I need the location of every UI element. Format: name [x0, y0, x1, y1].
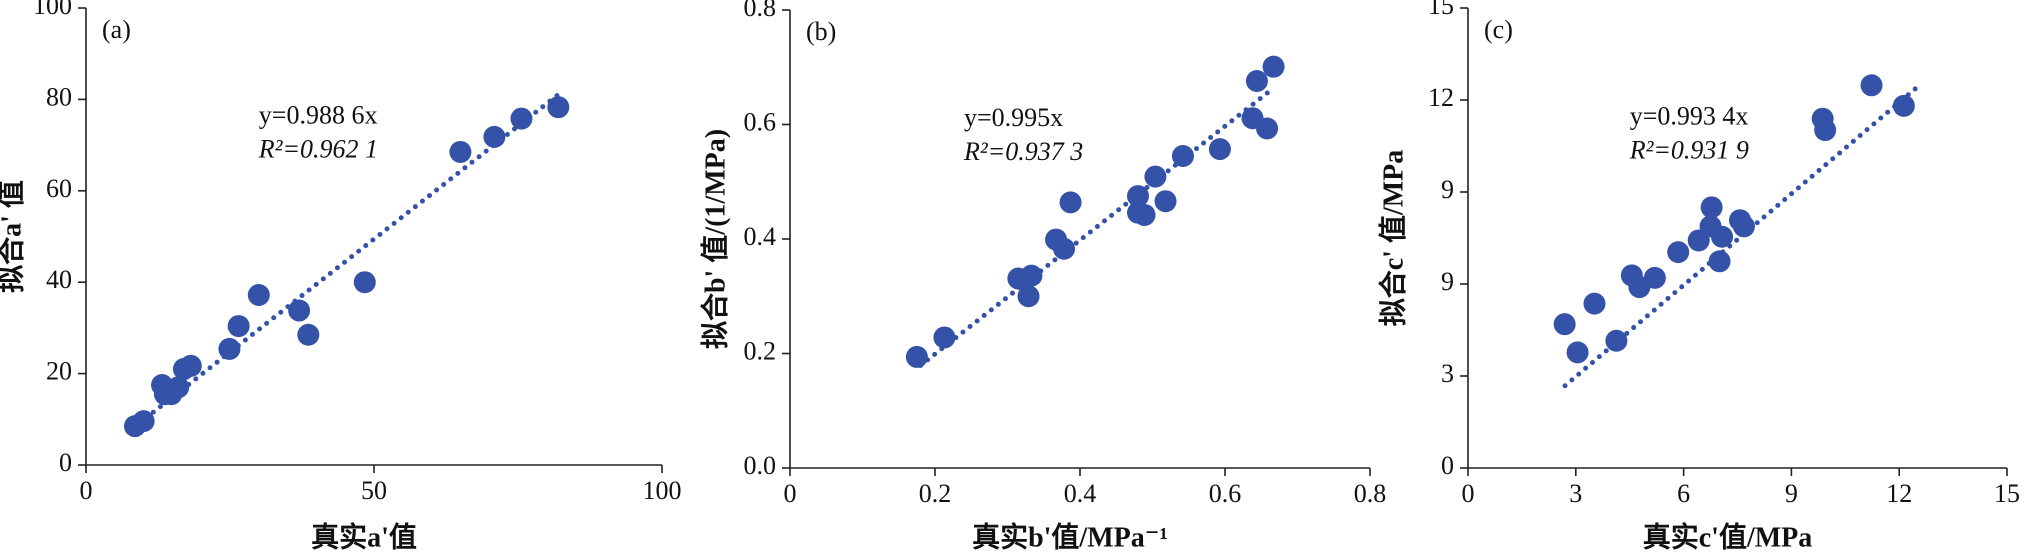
y-tick-label: 0.4 [744, 222, 777, 251]
y-tick-label: 3 [1441, 359, 1454, 388]
point [1154, 190, 1177, 213]
point [1144, 165, 1167, 188]
x-tick-label: 15 [1994, 479, 2020, 508]
point [288, 299, 311, 322]
point [1814, 119, 1837, 142]
point [1732, 215, 1755, 238]
point [1133, 203, 1156, 226]
y-tick-label: 20 [46, 357, 72, 386]
point [132, 410, 155, 433]
y-tick-label: 15 [1428, 0, 1454, 20]
y-axis-label: 拟合b' 值/(1/MPa) [698, 129, 731, 349]
x-tick-label: 100 [643, 476, 682, 505]
panel-label: (c) [1484, 15, 1513, 44]
x-tick-label: 3 [1569, 479, 1582, 508]
x-tick-label: 0.8 [1354, 479, 1387, 508]
point [1256, 117, 1279, 140]
point [449, 140, 472, 163]
point [1583, 292, 1606, 315]
x-tick-label: 0.6 [1209, 479, 1242, 508]
point [247, 283, 270, 306]
point [1700, 196, 1723, 219]
point [297, 323, 320, 346]
x-tick-label: 0.4 [1064, 479, 1097, 508]
point [1892, 94, 1915, 117]
point [1711, 225, 1734, 248]
panel-label: (b) [806, 17, 836, 46]
x-axis-label: 真实c'值/MPa [1643, 520, 1813, 553]
x-tick-label: 6 [1677, 479, 1690, 508]
point [1667, 241, 1690, 264]
equation: y=0.993 4x [1630, 101, 1749, 130]
point [933, 326, 956, 349]
point [1605, 329, 1628, 352]
y-tick-label: 60 [46, 174, 72, 203]
point [1208, 138, 1231, 161]
point [227, 315, 250, 338]
point [1245, 69, 1268, 92]
x-tick-label: 0 [1462, 479, 1475, 508]
y-tick-label: 9 [1441, 175, 1454, 204]
point [1053, 237, 1076, 260]
panel-label: (a) [102, 15, 131, 44]
point [483, 125, 506, 148]
x-tick-label: 0 [80, 476, 93, 505]
r-squared: R²=0.962 1 [258, 135, 378, 164]
y-tick-label: 12 [1428, 83, 1454, 112]
point [218, 337, 241, 360]
x-tick-label: 0 [784, 479, 797, 508]
point [1262, 55, 1285, 78]
trendline [918, 89, 1271, 368]
trendline [1562, 84, 1920, 389]
panel: 0 3 6 9 12 15 0 3 9 9 12 15 真实c'值/MPa 拟合c' 值/MPa (c) y=… [1376, 0, 2020, 553]
point [1553, 313, 1576, 336]
r-squared: R²=0.931 9 [1629, 135, 1749, 164]
point [905, 345, 928, 368]
y-tick-label: 80 [46, 82, 72, 111]
point [1127, 185, 1149, 208]
y-tick-label: 0.8 [744, 0, 777, 22]
y-tick-label: 0 [59, 448, 72, 477]
point [1017, 285, 1040, 308]
y-axis-label: 拟合a' 值 [0, 180, 27, 293]
y-tick-label: 40 [46, 265, 72, 294]
x-axis-label: 真实a'值 [311, 520, 417, 553]
point [353, 271, 376, 294]
point [179, 354, 202, 377]
x-tick-label: 0.2 [919, 479, 952, 508]
x-tick-label: 50 [361, 476, 387, 505]
y-tick-label: 100 [33, 0, 72, 20]
x-tick-label: 12 [1886, 479, 1912, 508]
point [1566, 341, 1589, 364]
point [1860, 74, 1883, 97]
y-tick-label: 0.6 [744, 107, 777, 136]
point [1059, 191, 1082, 214]
trendline [129, 92, 561, 432]
point [1020, 264, 1043, 287]
point [1708, 250, 1731, 273]
r-squared: R²=0.937 3 [963, 137, 1083, 166]
point [547, 96, 570, 119]
equation: y=0.988 6x [259, 101, 378, 130]
x-tick-label: 9 [1785, 479, 1798, 508]
point [1643, 266, 1666, 289]
y-tick-label: 0.0 [744, 451, 777, 480]
panel: 0 50 100 0 20 40 60 80 100 真实a'值 拟合a' 值 (a) y=0.988 … [0, 0, 682, 553]
point [1171, 144, 1194, 167]
y-tick-label: 0 [1441, 451, 1454, 480]
point [167, 376, 190, 399]
x-axis-label: 真实b'值/MPa⁻¹ [972, 520, 1168, 553]
equation: y=0.995x [964, 103, 1063, 132]
point [510, 107, 533, 130]
y-tick-label: 9 [1441, 267, 1454, 296]
y-tick-label: 0.2 [744, 336, 777, 365]
y-axis-label: 拟合c' 值/MPa [1376, 150, 1409, 327]
panel: 0 0.2 0.4 0.6 0.8 0.0 0.2 0.4 0.6 0.8 真实b'值/MPa⁻¹ 拟… [698, 0, 1386, 553]
